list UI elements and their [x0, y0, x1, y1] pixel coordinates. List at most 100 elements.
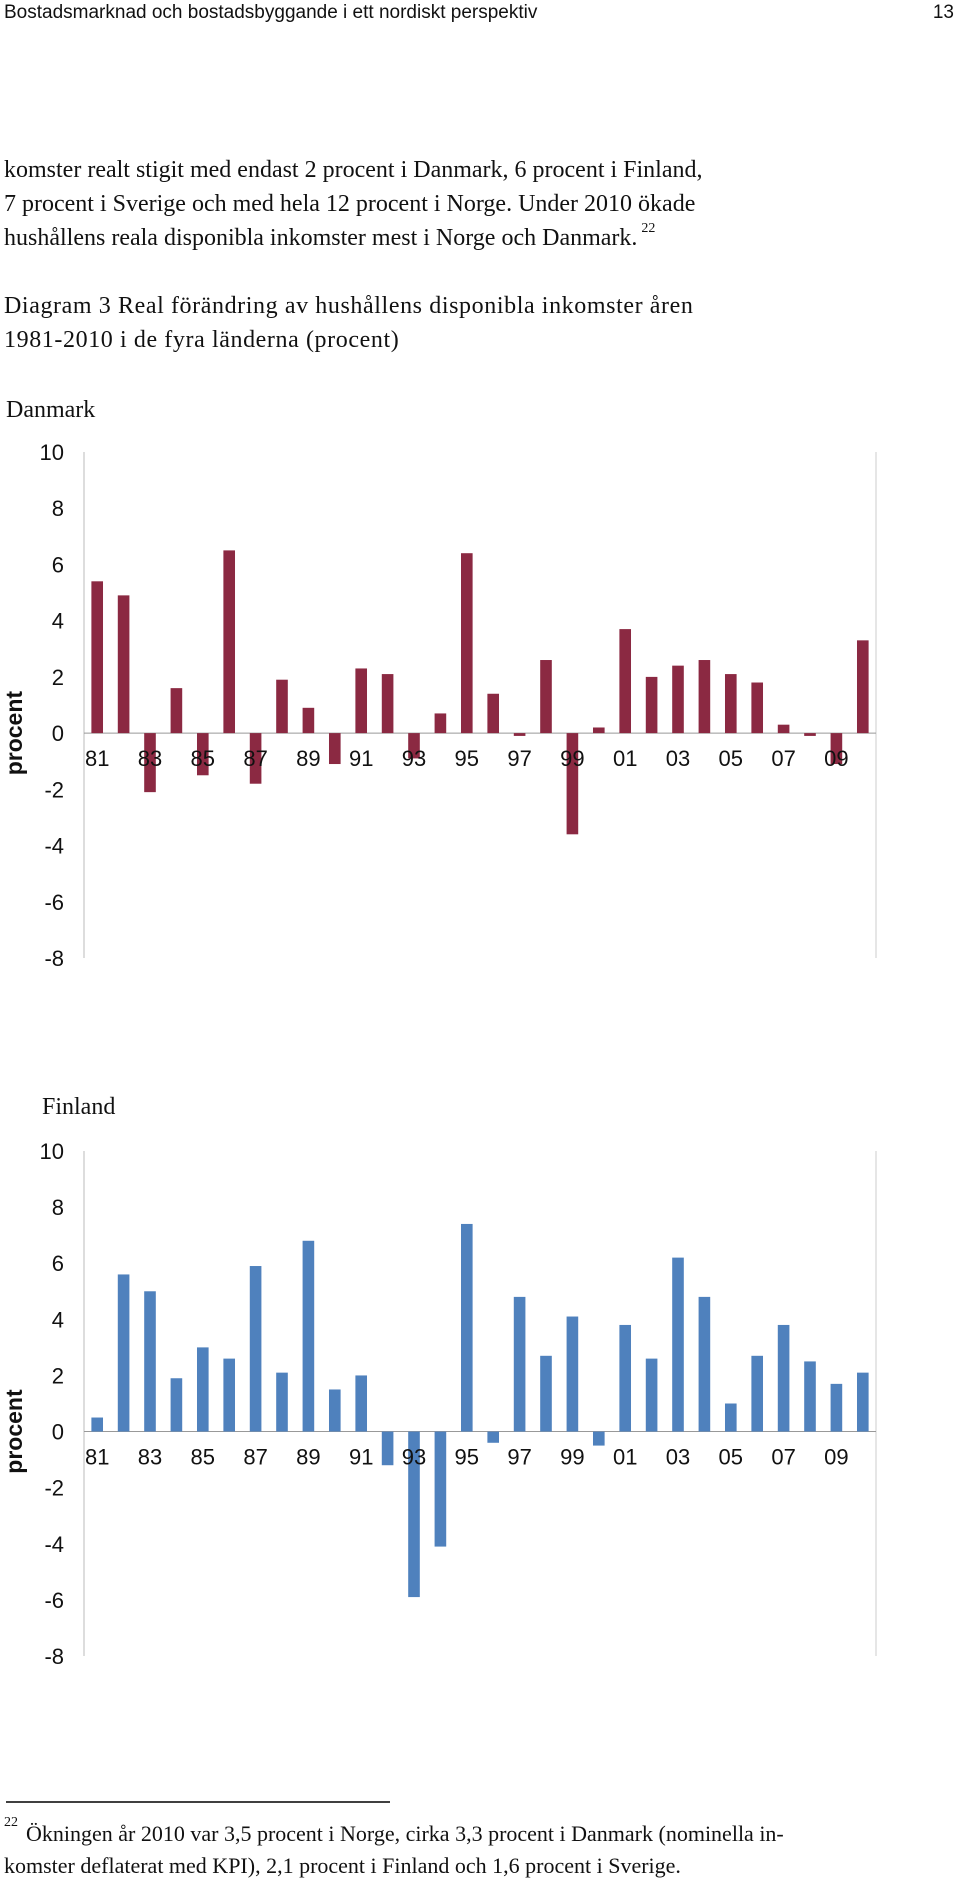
bar: [804, 733, 816, 736]
bar: [434, 1431, 447, 1547]
y-tick-label: 8: [52, 496, 64, 521]
chart-title: Finland: [42, 1094, 115, 1120]
x-tick-label: 09: [824, 1445, 848, 1470]
bar: [830, 733, 843, 765]
bar: [144, 733, 156, 793]
bar: [619, 1324, 632, 1432]
bar: [328, 1389, 341, 1432]
chart-title: Danmark: [6, 397, 95, 423]
x-tick-label: 01: [613, 746, 637, 771]
bar: [302, 1240, 315, 1432]
footnote-ref: 22: [641, 221, 655, 236]
x-tick-label: 97: [507, 1445, 531, 1470]
y-tick-label: 8: [52, 1195, 64, 1220]
caption-line: 1981-2010 i de fyra länderna (procent): [4, 327, 399, 353]
y-tick-label: 6: [52, 1251, 64, 1276]
y-tick-label: 4: [52, 609, 64, 634]
bar: [672, 1257, 684, 1432]
bar: [804, 1361, 816, 1432]
bar: [724, 1403, 737, 1432]
bar: [170, 688, 183, 734]
x-tick-label: 93: [402, 746, 426, 771]
bar: [856, 1372, 869, 1432]
bar: [856, 640, 869, 734]
y-axis-label: procent: [1, 1389, 27, 1474]
x-tick-label: 83: [138, 746, 162, 771]
bar: [249, 733, 262, 784]
bar: [381, 674, 394, 734]
bar: [434, 713, 447, 734]
bar: [513, 733, 526, 736]
x-tick-label: 83: [138, 1445, 162, 1470]
x-tick-label: 91: [349, 1445, 373, 1470]
y-tick-label: -2: [44, 777, 64, 802]
bar: [487, 1431, 500, 1443]
x-tick-label: 03: [666, 1445, 690, 1470]
page-number: 13: [933, 2, 954, 23]
bar: [645, 676, 658, 734]
header-title: Bostadsmarknad och bostadsbyggande i ett…: [4, 2, 538, 23]
bar: [144, 1291, 156, 1432]
y-tick-label: 6: [52, 552, 64, 577]
x-tick-label: 93: [402, 1445, 426, 1470]
y-tick-label: -4: [44, 834, 64, 859]
x-tick-label: 05: [719, 1445, 743, 1470]
y-tick-label: -2: [44, 1476, 64, 1501]
bar: [592, 727, 605, 734]
x-tick-label: 95: [455, 1445, 479, 1470]
y-tick-label: 0: [52, 721, 64, 746]
bar: [91, 581, 104, 734]
bar: [777, 1324, 790, 1432]
y-tick-label: 10: [40, 440, 64, 465]
bar: [751, 682, 764, 734]
bar: [672, 665, 684, 734]
bar: [91, 1417, 104, 1432]
y-tick-label: 0: [52, 1420, 64, 1445]
bar: [196, 1347, 209, 1432]
bar: [408, 733, 420, 759]
bar: [408, 1431, 420, 1598]
bar: [619, 629, 632, 734]
x-tick-label: 99: [560, 746, 584, 771]
x-tick-label: 81: [85, 1445, 109, 1470]
bar: [117, 1274, 130, 1432]
bar: [355, 668, 368, 734]
x-tick-label: 85: [191, 1445, 215, 1470]
x-tick-label: 95: [455, 746, 479, 771]
y-tick-label: -8: [44, 1644, 64, 1669]
x-tick-label: 07: [771, 1445, 795, 1470]
bar: [117, 595, 130, 734]
bar: [196, 733, 209, 776]
x-tick-label: 89: [296, 746, 320, 771]
bar: [566, 733, 579, 835]
bar: [355, 1375, 368, 1432]
footnote-line: komster deflaterat med KPI), 2,1 procent…: [4, 1853, 681, 1878]
caption-line: Diagram 3 Real förändring av hushållens …: [4, 293, 694, 319]
y-tick-label: -4: [44, 1532, 64, 1557]
bar: [223, 550, 236, 734]
bar: [592, 1431, 605, 1446]
bar: [830, 1383, 843, 1432]
x-tick-label: 09: [824, 746, 848, 771]
bar: [487, 693, 500, 734]
x-tick-label: 87: [243, 746, 267, 771]
footnote-line: Ökningen år 2010 var 3,5 procent i Norge…: [26, 1821, 784, 1846]
x-tick-label: 03: [666, 746, 690, 771]
x-tick-label: 85: [191, 746, 215, 771]
bar: [698, 660, 711, 734]
x-tick-label: 07: [771, 746, 795, 771]
x-tick-label: 01: [613, 1445, 637, 1470]
y-tick-label: 10: [40, 1139, 64, 1164]
x-tick-label: 99: [560, 1445, 584, 1470]
y-tick-label: 2: [52, 1363, 64, 1388]
x-tick-label: 91: [349, 746, 373, 771]
bar: [513, 1296, 526, 1432]
bar: [777, 724, 790, 734]
bar: [381, 1431, 394, 1466]
bar: [276, 1372, 288, 1432]
body-line: komster realt stigit med endast 2 procen…: [4, 157, 703, 183]
bar: [302, 707, 315, 734]
bar: [460, 553, 473, 734]
bar: [751, 1355, 764, 1432]
